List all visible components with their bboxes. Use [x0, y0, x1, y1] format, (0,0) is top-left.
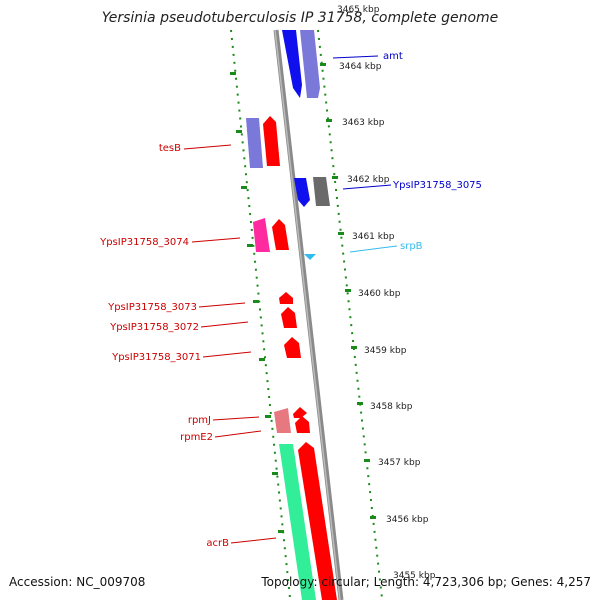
tick-label-3459: 3459 kbp: [364, 346, 407, 356]
label-3072[interactable]: YpsIP31758_3072: [109, 322, 199, 333]
gene-3072[interactable]: [281, 307, 297, 328]
3071-connector: [202, 351, 252, 358]
rpmJ-connector: [212, 416, 260, 421]
amt-connector: [332, 55, 379, 59]
accession-text: Accession: NC_009708: [9, 575, 145, 589]
tick-label-3463: 3463 kbp: [342, 118, 385, 128]
label-3071[interactable]: YpsIP31758_3071: [111, 352, 201, 363]
label-tesB[interactable]: tesB: [159, 143, 181, 154]
tick-label-3457: 3457 kbp: [378, 458, 421, 468]
gene-acrB[interactable]: [298, 442, 337, 600]
tick-label-3461: 3461 kbp: [352, 232, 395, 242]
3073-connector: [198, 302, 246, 308]
gene-3075-neighbor[interactable]: [313, 177, 330, 206]
acrB-connector: [230, 537, 277, 544]
gene-3074-reverse[interactable]: [253, 218, 270, 252]
3074-connector: [191, 237, 241, 243]
tick-label-3462: 3462 kbp: [347, 175, 390, 185]
gene-tesB-reverse[interactable]: [246, 118, 263, 168]
label-rpmJ[interactable]: rpmJ: [188, 415, 211, 426]
label-3073[interactable]: YpsIP31758_3073: [107, 302, 197, 313]
kbp-tick-marks: [320, 63, 376, 519]
tesB-connector: [183, 144, 232, 150]
label-acrB[interactable]: acrB: [206, 538, 229, 549]
gene-srpB[interactable]: [304, 254, 316, 260]
label-srpB[interactable]: srpB: [400, 241, 423, 252]
gene-amt-paralog[interactable]: [300, 30, 320, 98]
tick-label-3465: 3465 kbp: [337, 5, 380, 15]
tick-label-3458: 3458 kbp: [370, 402, 413, 412]
tick-label-3460: 3460 kbp: [358, 289, 401, 299]
3075-connector: [342, 184, 392, 190]
gene-tesB[interactable]: [263, 116, 280, 166]
gene-rpmE2-reverse[interactable]: [274, 408, 291, 433]
map-title: Yersinia pseudotuberculosis IP 31758, co…: [102, 10, 499, 26]
label-3075[interactable]: YpsIP31758_3075: [392, 180, 482, 191]
tick-label-3456: 3456 kbp: [386, 515, 429, 525]
gene-acrB-neighbor[interactable]: [279, 444, 316, 600]
gene-3073[interactable]: [279, 292, 293, 304]
srpB-connector: [349, 245, 398, 253]
label-rpmE2[interactable]: rpmE2: [180, 432, 213, 443]
genome-backbone: [273, 29, 344, 600]
label-amt[interactable]: amt: [383, 51, 403, 62]
inner-ring-marks: [230, 72, 284, 533]
rpmE2-connector: [214, 430, 262, 438]
gene-3075[interactable]: [294, 178, 310, 207]
outer-tick-ring: [317, 29, 383, 599]
topology-text: Topology: circular; Length: 4,723,306 bp…: [260, 575, 591, 589]
tick-label-3455: 3455 kbp: [393, 571, 436, 581]
gene-3074[interactable]: [272, 219, 289, 250]
3072-connector: [200, 321, 249, 328]
genome-backbone-highlight: [274, 29, 341, 600]
tick-label-3464: 3464 kbp: [339, 62, 382, 72]
label-3074[interactable]: YpsIP31758_3074: [99, 237, 189, 248]
gene-3071[interactable]: [284, 337, 301, 358]
gene-amt[interactable]: [282, 30, 302, 98]
gene-rpmJ[interactable]: [293, 407, 307, 418]
gene-rpmE2[interactable]: [295, 416, 310, 433]
